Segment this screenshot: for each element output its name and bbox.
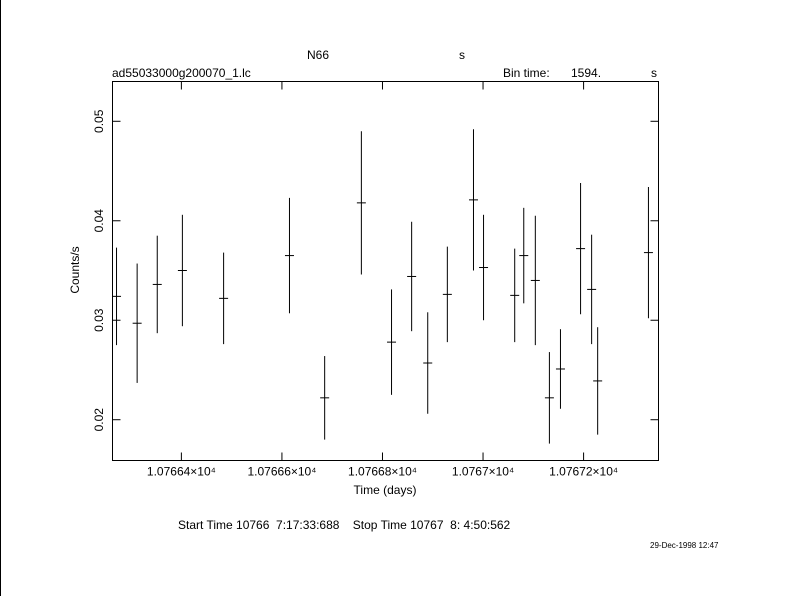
y-tick-label: 0.03 [92,308,106,332]
x-axis-label: Time (days) [354,483,417,497]
bin-time-unit: s [651,66,657,80]
bin-time-label: Bin time: [503,66,550,80]
x-tick-label: 1.07672×10⁴ [549,465,618,479]
file-name: ad55033000g200070_1.lc [112,66,251,80]
x-tick-label: 1.07664×10⁴ [147,465,216,479]
title-unit: s [459,48,465,62]
time-range: Start Time 10766 7:17:33:688 Stop Time 1… [178,518,511,532]
x-tick-label: 1.07668×10⁴ [348,465,417,479]
y-tick-label: 0.04 [92,209,106,233]
bin-time: 1594. [571,66,601,80]
plot-frame [112,81,659,461]
y-tick-label: 0.02 [92,408,106,432]
chart-title: N66 [307,48,329,62]
y-axis-label: Counts/s [68,246,82,293]
y-tick-label: 0.05 [92,109,106,133]
plot-date: 29-Dec-1998 12:47 [650,541,719,550]
x-tick-label: 1.07666×10⁴ [247,465,316,479]
x-tick-label: 1.0767×10⁴ [452,465,514,479]
